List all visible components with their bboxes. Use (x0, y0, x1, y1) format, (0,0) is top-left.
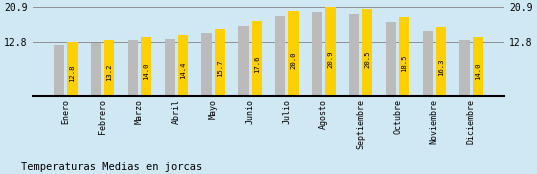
Text: 20.9: 20.9 (328, 50, 333, 68)
Bar (349, 14, 359, 96)
Bar (275, 16, 286, 96)
Text: 14.0: 14.0 (143, 62, 149, 80)
Text: 20.0: 20.0 (291, 52, 296, 69)
Bar (325, 7, 336, 96)
Text: Temperaturas Medias en jorcas: Temperaturas Medias en jorcas (21, 162, 203, 172)
Bar (178, 35, 188, 96)
Bar (362, 9, 373, 96)
Bar (423, 31, 433, 96)
Text: 18.5: 18.5 (401, 54, 407, 72)
Bar (386, 22, 396, 96)
Text: 17.6: 17.6 (253, 56, 260, 73)
Bar (215, 29, 225, 96)
Bar (473, 37, 483, 96)
Bar (67, 42, 77, 96)
Bar (288, 11, 299, 96)
Text: 12.8: 12.8 (69, 65, 75, 82)
Text: 13.2: 13.2 (106, 64, 112, 81)
Bar (251, 21, 262, 96)
Text: 14.4: 14.4 (180, 62, 186, 79)
Text: 20.5: 20.5 (364, 51, 371, 68)
Bar (312, 13, 322, 96)
Bar (54, 45, 64, 96)
Bar (399, 17, 409, 96)
Text: 14.0: 14.0 (475, 62, 481, 80)
Bar (460, 40, 470, 96)
Text: 15.7: 15.7 (217, 59, 223, 77)
Bar (201, 33, 212, 96)
Bar (141, 37, 151, 96)
Bar (238, 26, 249, 96)
Bar (128, 40, 138, 96)
Bar (164, 38, 175, 96)
Bar (91, 43, 101, 96)
Bar (104, 40, 114, 96)
Bar (436, 27, 446, 96)
Text: 16.3: 16.3 (438, 58, 444, 76)
